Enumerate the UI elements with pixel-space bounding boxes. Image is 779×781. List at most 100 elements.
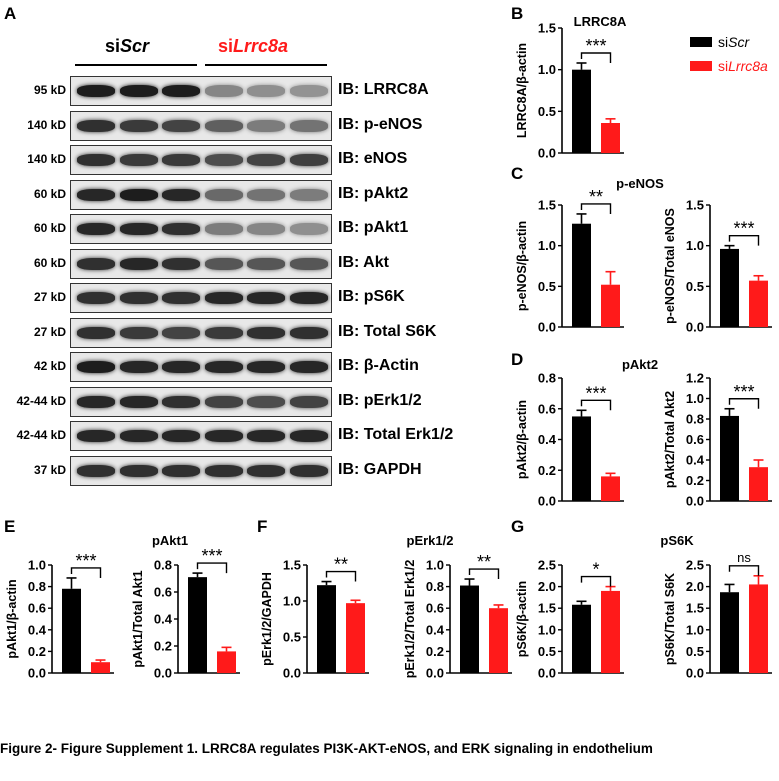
significance-label: ns	[737, 550, 751, 565]
bar	[217, 651, 236, 673]
y-axis-label: pAkt1/Total Akt1	[131, 570, 145, 667]
panel-label-g: G	[511, 517, 525, 536]
y-tick-label: 0.4	[426, 622, 445, 637]
y-tick-label: 0.6	[426, 601, 444, 616]
y-tick-label: 1.0	[686, 622, 704, 637]
y-tick-label: 0.4	[154, 612, 173, 627]
chart-title: LRRC8A	[574, 14, 627, 29]
y-tick-label: 0.5	[686, 279, 704, 294]
y-tick-label: 0.0	[28, 666, 46, 681]
bar	[572, 604, 591, 673]
blot-band	[77, 223, 115, 235]
y-tick-label: 0.0	[538, 666, 556, 681]
y-tick-label: 1.0	[538, 238, 556, 253]
y-tick-label: 0.6	[28, 601, 46, 616]
blot-band	[247, 188, 285, 201]
blot-band	[204, 188, 243, 201]
blot-band	[289, 85, 328, 97]
y-tick-label: 0.0	[686, 494, 704, 509]
blot-mw-label: 140 kD	[27, 152, 66, 166]
blot-band	[289, 119, 328, 132]
blot-band	[289, 430, 328, 442]
y-tick-label: 0.0	[538, 320, 556, 335]
y-tick-label: 1.0	[283, 594, 301, 609]
blot-band	[162, 292, 200, 304]
blot-band	[289, 188, 328, 201]
y-axis-label: pErk1/2/Total Erk1/2	[403, 560, 417, 679]
blot-mw-label: 42-44 kD	[16, 428, 66, 442]
significance-label: ***	[585, 36, 606, 56]
blot-band	[119, 154, 158, 166]
y-tick-label: 1.0	[686, 238, 704, 253]
group-line-scr	[75, 64, 197, 66]
y-tick-label: 1.2	[686, 371, 704, 386]
bar	[749, 467, 768, 501]
blot-antibody-label: IB: p-eNOS	[338, 115, 423, 133]
blot-band	[77, 257, 115, 270]
panel-label-f: F	[257, 517, 268, 536]
blot-mw-label: 27 kD	[33, 324, 66, 339]
bar	[601, 590, 620, 673]
blot-band	[162, 85, 200, 97]
y-tick-label: 0.5	[538, 104, 556, 119]
blot-antibody-label: IB: β-Actin	[338, 357, 419, 374]
panel-label-e: E	[4, 517, 16, 536]
blot-antibody-label: IB: Total Erk1/2	[338, 426, 454, 443]
y-tick-label: 0.5	[538, 644, 556, 659]
blot-band	[289, 154, 328, 166]
blot-band	[247, 292, 285, 304]
bar	[720, 415, 739, 501]
bar	[601, 476, 620, 501]
blot-strip	[70, 248, 332, 279]
y-tick-label: 0.0	[426, 666, 444, 681]
panel-label-a: A	[4, 4, 17, 23]
blot-band	[289, 292, 328, 304]
blot-band	[162, 223, 200, 235]
significance-label: **	[477, 552, 491, 572]
blot-band	[247, 395, 285, 408]
blot-strip	[70, 179, 332, 210]
significance-bracket	[580, 575, 612, 587]
bar	[572, 416, 591, 501]
blot-mw-label: 60 kD	[33, 221, 66, 235]
blot-band	[77, 361, 115, 373]
blot-band	[119, 395, 158, 408]
y-tick-label: 0.0	[538, 146, 556, 161]
chart-title: pAkt1	[152, 533, 188, 548]
blot-strip	[70, 214, 332, 244]
blot-band	[247, 361, 285, 373]
blot-band	[119, 430, 158, 442]
significance-bracket	[580, 52, 612, 63]
y-tick-label: 0.2	[28, 644, 46, 659]
blot-band	[204, 395, 243, 408]
y-tick-label: 0.2	[686, 473, 704, 488]
bar	[720, 248, 739, 327]
panel-label-c: C	[511, 164, 524, 183]
blot-strip	[70, 145, 332, 175]
blot-band	[77, 85, 115, 97]
blot-band	[204, 119, 243, 132]
blot-band	[289, 257, 328, 270]
bar	[62, 588, 81, 673]
bar	[346, 603, 365, 673]
significance-label: **	[589, 187, 603, 207]
blot-band	[247, 430, 285, 442]
y-axis-label: pS6K/β-actin	[515, 581, 529, 657]
group-line-lrrc8a	[205, 64, 327, 66]
blot-strip	[70, 110, 332, 141]
panel-label-b: B	[511, 4, 524, 23]
bar	[489, 608, 508, 673]
legend-swatch-scr	[690, 37, 712, 47]
y-axis-label: pS6K/Total S6K	[663, 573, 677, 665]
bar	[601, 284, 620, 327]
blot-band	[119, 223, 158, 235]
chart-title: pAkt2	[622, 357, 658, 372]
blot-antibody-label: IB: pS6K	[338, 288, 405, 305]
y-tick-label: 1.5	[686, 601, 704, 616]
significance-label: ***	[585, 383, 606, 403]
blot-band	[289, 326, 328, 339]
y-axis-label: LRRC8A/β-actin	[515, 43, 529, 138]
blot-band	[77, 119, 115, 132]
y-tick-label: 0.4	[28, 622, 47, 637]
bar	[749, 584, 768, 673]
